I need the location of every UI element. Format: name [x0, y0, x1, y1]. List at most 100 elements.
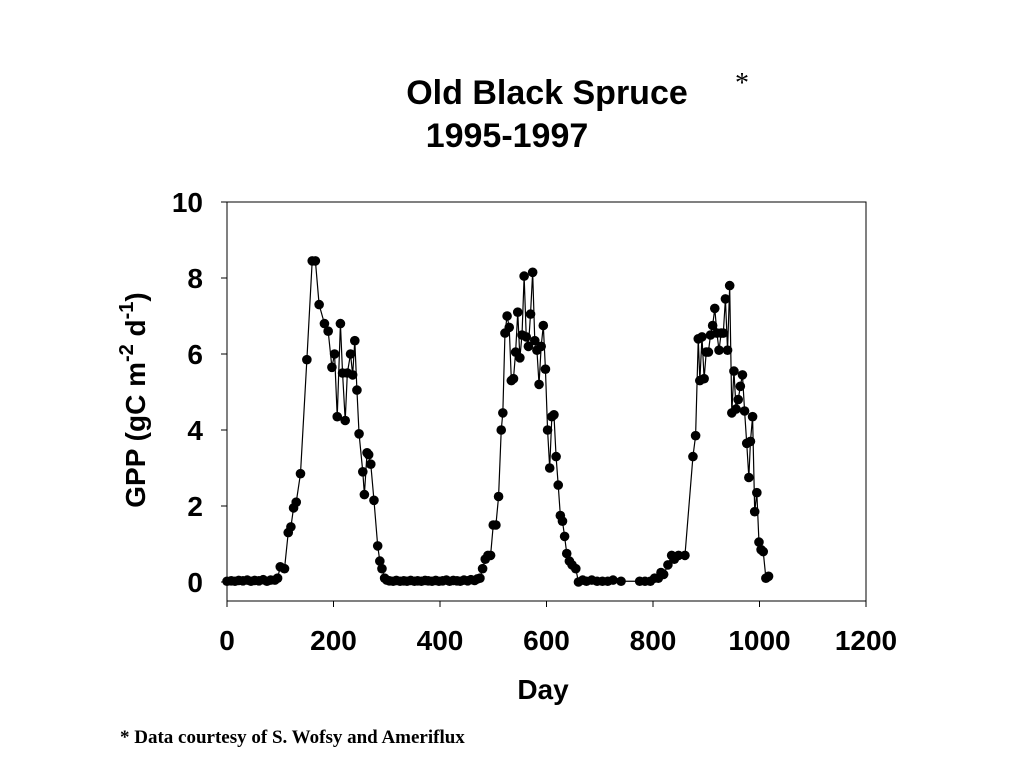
y-tick-label: 2 — [187, 491, 203, 522]
data-point — [754, 537, 764, 547]
data-point — [616, 576, 626, 587]
data-point — [538, 320, 549, 331]
data-point — [722, 345, 733, 356]
data-point — [519, 271, 529, 281]
data-point — [752, 487, 762, 498]
y-label-part: ) — [120, 292, 151, 301]
data-point — [549, 410, 559, 420]
data-point — [323, 326, 333, 337]
data-point — [551, 451, 561, 462]
data-point — [357, 467, 368, 477]
data-point — [542, 425, 553, 435]
data-point — [291, 497, 302, 508]
y-label-part: GPP (gC m — [120, 362, 151, 508]
data-point — [557, 516, 568, 526]
data-point — [350, 335, 360, 346]
data-point — [369, 495, 379, 506]
data-point — [377, 563, 387, 574]
data-point — [744, 472, 754, 483]
data-point — [739, 406, 750, 416]
data-point — [703, 347, 714, 357]
data-point — [714, 345, 724, 356]
y-tick-label: 0 — [187, 567, 203, 598]
data-point — [529, 335, 540, 346]
data-point — [496, 425, 507, 435]
data-point — [690, 430, 701, 441]
y-label-sup: -1 — [116, 302, 138, 320]
chart-subtitle: 1995-1997 — [426, 117, 589, 155]
data-point — [493, 491, 504, 502]
data-point — [477, 563, 488, 574]
data-point — [345, 349, 356, 359]
data-point — [508, 373, 519, 384]
data-point — [718, 328, 729, 338]
data-point — [697, 332, 707, 342]
data-point — [680, 550, 690, 561]
data-point — [724, 280, 735, 291]
data-point — [327, 362, 337, 373]
data-point — [352, 385, 362, 395]
data-point — [521, 332, 532, 342]
data-point — [314, 299, 324, 310]
data-point — [731, 404, 741, 414]
y-label-sup: -2 — [116, 344, 138, 362]
data-point — [608, 575, 618, 585]
data-point — [688, 451, 698, 462]
data-point — [747, 411, 758, 422]
data-point — [749, 506, 760, 517]
data-point — [699, 373, 709, 384]
data-point — [475, 573, 485, 583]
data-point — [733, 394, 743, 405]
data-point — [559, 531, 570, 542]
data-point — [365, 459, 376, 470]
title-mark: * — [735, 68, 749, 99]
data-point — [272, 573, 283, 583]
data-point — [504, 322, 515, 333]
data-point — [485, 550, 496, 561]
x-tick-label: 600 — [523, 625, 570, 656]
data-point — [709, 303, 720, 314]
data-point — [663, 560, 673, 570]
x-tick-label: 1000 — [728, 625, 790, 656]
data-point — [295, 468, 306, 479]
y-label-part: d — [120, 319, 151, 344]
data-point — [354, 429, 364, 439]
data-point — [658, 569, 669, 580]
data-point — [310, 256, 321, 266]
data-point — [347, 370, 358, 380]
x-tick-label: 1200 — [835, 625, 897, 656]
data-point — [286, 522, 296, 532]
data-point — [340, 415, 351, 426]
data-point — [544, 463, 555, 473]
data-point — [527, 267, 538, 278]
data-point — [720, 294, 731, 304]
data-point — [502, 311, 512, 321]
data-point — [319, 318, 330, 329]
data-point — [332, 411, 343, 422]
x-tick-label: 0 — [219, 625, 235, 656]
data-point — [515, 353, 525, 363]
chart-title: Old Black Spruce — [406, 74, 688, 112]
data-point — [735, 381, 746, 392]
data-point — [335, 318, 346, 329]
x-tick-label: 200 — [310, 625, 357, 656]
data-point — [302, 354, 312, 365]
data-point — [758, 546, 769, 557]
data-point — [707, 320, 718, 331]
y-tick-label: 4 — [187, 415, 203, 446]
data-point — [491, 520, 501, 530]
data-point — [525, 309, 536, 319]
data-point — [763, 571, 774, 582]
y-tick-label: 8 — [187, 263, 203, 294]
x-axis-label: Day — [517, 674, 569, 705]
data-point — [553, 480, 564, 490]
data-point — [375, 556, 385, 566]
data-point — [534, 379, 544, 390]
data-point — [279, 563, 290, 574]
data-point — [359, 489, 370, 500]
data-point — [540, 364, 551, 375]
data-point — [570, 563, 581, 574]
x-tick-label: 800 — [630, 625, 677, 656]
y-tick-label: 6 — [187, 339, 203, 370]
